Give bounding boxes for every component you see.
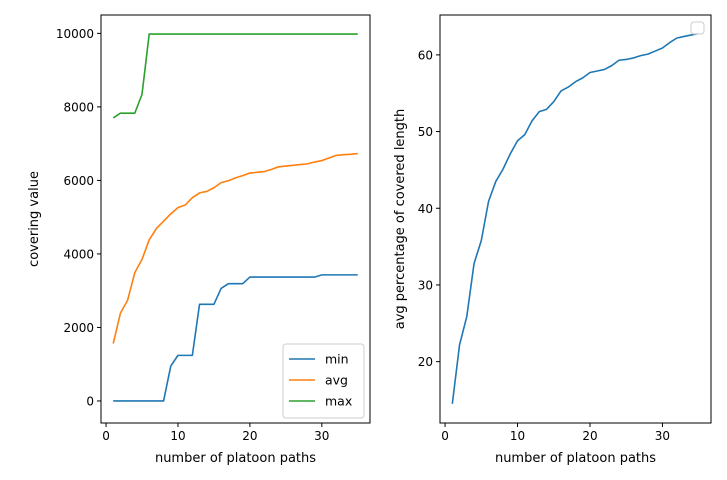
y-axis-label: covering value (27, 171, 42, 267)
y-tick-label: 50 (418, 125, 433, 139)
plot-lines (451, 32, 699, 404)
y-tick-label: 40 (418, 202, 433, 216)
y-tick-label: 2000 (63, 321, 94, 335)
x-axis-label: number of platoon paths (495, 451, 656, 466)
y-tick-label: 60 (418, 48, 433, 62)
y-tick-label: 6000 (63, 174, 94, 188)
x-tick-label: 30 (314, 429, 329, 443)
legend-label-avg: avg (325, 373, 348, 388)
x-axis-label: number of platoon paths (155, 451, 316, 466)
y-tick-label: 8000 (63, 100, 94, 114)
y-tick-label: 20 (418, 355, 433, 369)
x-tick-label: 10 (510, 429, 525, 443)
series-line-0 (451, 32, 699, 404)
legend-label-min: min (325, 352, 349, 367)
legend-box (282, 343, 365, 419)
series-line-max (112, 33, 358, 119)
series-line-avg (112, 152, 358, 344)
axis-ticks: 0 10 20 30 20 30 40 50 60 (418, 48, 670, 443)
legend: min avg max (282, 343, 365, 419)
covering-value-subplot: 0 10 20 30 0 2000 4000 6000 8000 10000 number of … (27, 14, 371, 466)
series-line-min (113, 274, 358, 402)
axes-frame (100, 14, 371, 424)
y-tick-label: 4000 (63, 247, 94, 261)
axis-ticks: 0 10 20 30 0 2000 4000 6000 8000 10000 (56, 27, 330, 443)
axes-frame (439, 14, 712, 424)
x-tick-label: 20 (582, 429, 597, 443)
y-tick-label: 10000 (56, 27, 94, 41)
empty-legend-box (690, 21, 705, 35)
y-tick-label: 0 (86, 394, 94, 408)
covered-length-subplot: 0 10 20 30 20 30 40 50 60 number of platoon path… (393, 14, 712, 466)
plot-lines (112, 33, 358, 402)
x-tick-label: 20 (242, 429, 257, 443)
legend-label-max: max (325, 394, 352, 409)
x-tick-label: 30 (655, 429, 670, 443)
y-axis-label: avg percentage of covered length (393, 109, 408, 330)
x-tick-label: 0 (441, 429, 449, 443)
x-tick-label: 10 (170, 429, 185, 443)
x-tick-label: 0 (102, 429, 110, 443)
y-tick-label: 30 (418, 278, 433, 292)
